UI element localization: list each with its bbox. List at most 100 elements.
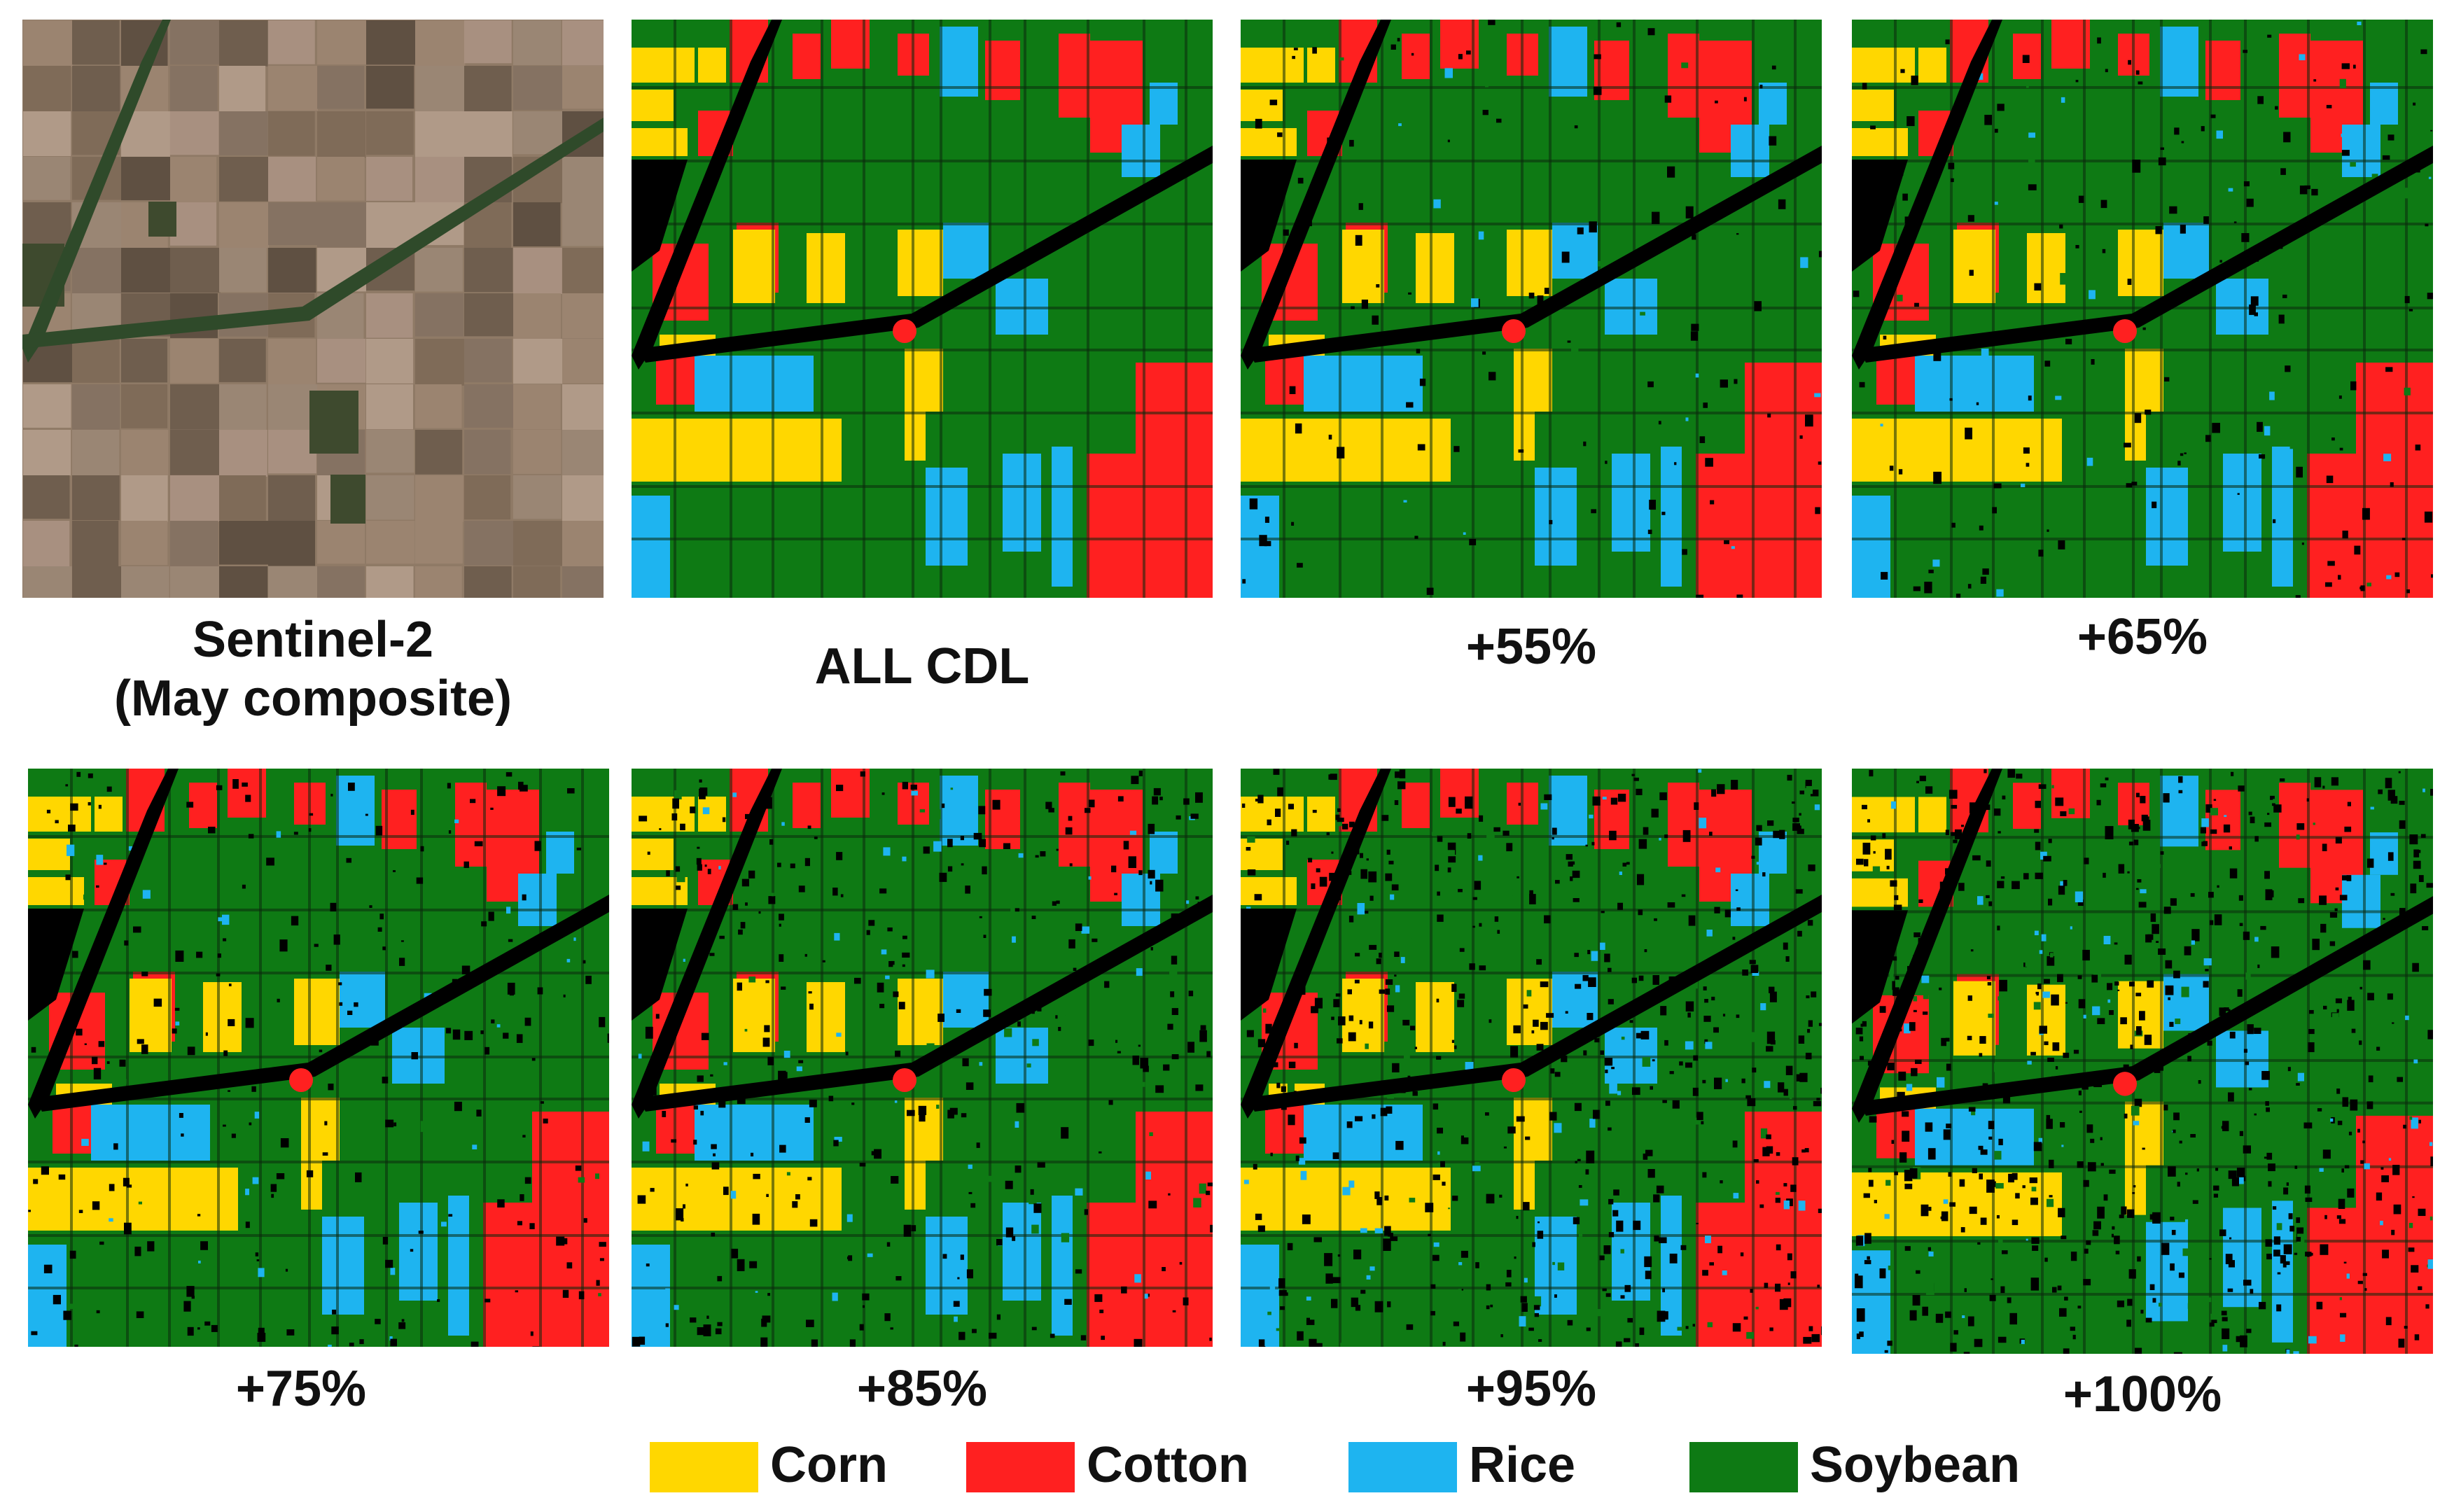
- caption-sentinel-2: Sentinel-2 (May composite): [113, 612, 513, 727]
- field-Y: [28, 797, 91, 832]
- field-Y: [1307, 797, 1335, 832]
- field-Y: [294, 979, 340, 1045]
- field-Y: [733, 230, 775, 303]
- panel-100: [1852, 769, 2433, 1354]
- field-Y: [1852, 419, 2062, 482]
- field-Y: [1416, 233, 1454, 303]
- field-Y: [698, 48, 726, 83]
- satellite-image: [22, 20, 604, 598]
- panel-75: [28, 769, 609, 1347]
- caption-95: +95%: [1465, 1361, 1597, 1417]
- classified-map: [28, 769, 609, 1347]
- field-B: [1003, 454, 1041, 552]
- field-R: [1087, 454, 1213, 598]
- panel-95: [1241, 769, 1822, 1347]
- classified-map: [632, 769, 1213, 1347]
- field-Y: [1241, 1168, 1451, 1231]
- field-Y: [1852, 90, 1894, 121]
- field-Y: [1507, 979, 1552, 1045]
- field-B: [2223, 454, 2261, 552]
- field-Y: [1852, 48, 1915, 83]
- field-Y: [28, 877, 84, 905]
- field-R: [455, 783, 487, 867]
- field-Y: [130, 979, 172, 1052]
- caption-85: +85%: [856, 1361, 988, 1417]
- field-Y: [1241, 128, 1297, 156]
- field-R: [793, 783, 821, 828]
- field-B: [943, 223, 989, 279]
- panel-85: [632, 769, 1213, 1347]
- field-R: [2307, 454, 2433, 598]
- field-Y: [1307, 48, 1335, 83]
- field-Y: [203, 982, 242, 1052]
- field-B: [1003, 1203, 1041, 1301]
- field-Y: [1416, 982, 1454, 1052]
- field-Y: [95, 797, 123, 832]
- field-Y: [698, 797, 726, 832]
- field-B: [1731, 874, 1769, 926]
- field-B: [695, 1105, 814, 1161]
- field-G: [1283, 1238, 1451, 1347]
- field-B: [1535, 468, 1577, 566]
- classified-map: [1241, 769, 1822, 1347]
- caption-75: +75%: [235, 1361, 367, 1417]
- field-B: [2160, 776, 2198, 847]
- field-Y: [1953, 981, 1995, 1056]
- field-Y: [632, 90, 674, 121]
- field-R: [1696, 454, 1822, 598]
- field-G: [1894, 97, 1918, 132]
- legend-swatch-rice: [1348, 1442, 1457, 1492]
- field-B: [1759, 83, 1787, 125]
- field-Y: [1342, 230, 1384, 303]
- field-B: [546, 832, 574, 874]
- field-B: [632, 1245, 670, 1347]
- field-Y: [1953, 230, 1995, 303]
- field-Y: [898, 230, 943, 296]
- field-R: [1696, 1203, 1822, 1347]
- field-Y: [1241, 839, 1283, 870]
- field-B: [1241, 496, 1279, 598]
- field-B: [1052, 1196, 1073, 1336]
- field-B: [926, 1217, 968, 1315]
- classified-map: [1852, 20, 2433, 598]
- legend-swatch-corn: [650, 1442, 758, 1492]
- field-Y: [1241, 48, 1304, 83]
- field-B: [2370, 83, 2398, 125]
- caption-65: +65%: [2077, 609, 2208, 665]
- field-B: [448, 1196, 469, 1336]
- field-B: [943, 972, 989, 1028]
- field-G: [674, 97, 698, 132]
- field-Y: [1852, 797, 1915, 833]
- field-Y: [1852, 128, 1908, 156]
- field-B: [2272, 1200, 2293, 1343]
- field-R: [1059, 34, 1090, 118]
- field-B: [695, 356, 814, 412]
- field-B: [2160, 27, 2198, 97]
- field-G: [863, 356, 891, 440]
- classified-map: [1241, 20, 1822, 598]
- field-B: [1549, 27, 1587, 97]
- field-B: [2272, 447, 2293, 587]
- field-Y: [1852, 878, 1908, 907]
- caption-all-cdl: ALL CDL: [814, 638, 1030, 694]
- field-B: [2163, 223, 2209, 279]
- field-G: [1283, 846, 1307, 881]
- field-B: [322, 1217, 364, 1315]
- field-B: [1915, 356, 2034, 412]
- field-Y: [632, 419, 842, 482]
- field-B: [1241, 1245, 1279, 1347]
- panel-sentinel-2: [22, 20, 604, 598]
- field-B: [940, 27, 978, 97]
- legend-label-corn: Corn: [770, 1437, 888, 1493]
- classified-map: [632, 20, 1213, 598]
- field-Y: [898, 979, 943, 1045]
- field-Y: [632, 1168, 842, 1231]
- legend-swatch-cotton: [966, 1442, 1075, 1492]
- field-B: [1304, 1105, 1423, 1161]
- field-R: [1668, 34, 1699, 118]
- field-B: [2342, 874, 2380, 928]
- field-B: [1122, 874, 1160, 926]
- field-R: [1402, 34, 1430, 79]
- legend: Corn Cotton Rice Soybean: [650, 1428, 2050, 1498]
- field-R: [2279, 34, 2310, 118]
